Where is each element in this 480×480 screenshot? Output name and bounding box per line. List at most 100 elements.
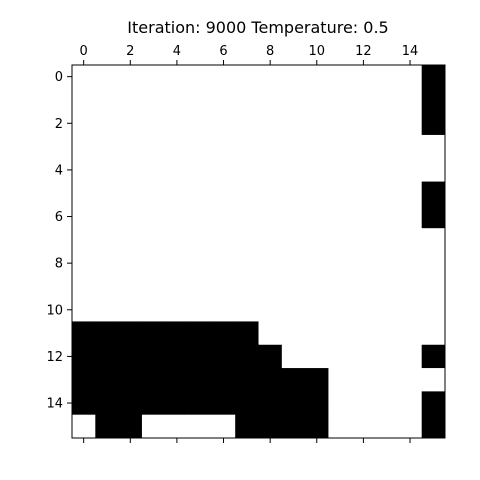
heatmap-cell-r9-c7 xyxy=(235,274,259,299)
heatmap-cell-r1-c7 xyxy=(235,88,259,113)
heatmap-cell-r8-c5 xyxy=(188,251,213,276)
heatmap-cell-r6-c15 xyxy=(421,204,446,229)
heatmap-cell-r10-c5 xyxy=(188,298,213,322)
heatmap-cell-r6-c7 xyxy=(235,204,259,229)
heatmap-cell-r5-c6 xyxy=(211,181,236,206)
heatmap-cell-r3-c4 xyxy=(165,134,189,159)
heatmap-cell-r4-c5 xyxy=(188,158,213,182)
heatmap-cell-r1-c1 xyxy=(95,88,120,113)
heatmap-cell-r6-c6 xyxy=(211,204,236,229)
heatmap-cell-r1-c4 xyxy=(165,88,189,113)
heatmap-cell-r9-c1 xyxy=(95,274,120,299)
heatmap-cell-r9-c8 xyxy=(258,274,283,299)
heatmap-cell-r7-c7 xyxy=(235,228,259,252)
heatmap-cell-r6-c5 xyxy=(188,204,213,229)
heatmap-cell-r4-c0 xyxy=(72,158,96,182)
heatmap-cell-r11-c15 xyxy=(421,321,446,346)
heatmap-cell-r0-c12 xyxy=(351,65,376,89)
heatmap-cell-r12-c9 xyxy=(281,344,306,369)
x-tick-label-8: 8 xyxy=(266,44,274,59)
heatmap-cell-r9-c3 xyxy=(141,274,166,299)
heatmap-cell-r4-c3 xyxy=(141,158,166,182)
heatmap-cell-r12-c14 xyxy=(398,344,423,369)
heatmap-cell-r7-c1 xyxy=(95,228,120,252)
heatmap-cell-r15-c5 xyxy=(188,414,213,439)
heatmap-cell-r11-c0 xyxy=(72,321,96,346)
heatmap-cell-r14-c1 xyxy=(95,391,120,416)
heatmap-cell-r12-c6 xyxy=(211,344,236,369)
heatmap-cell-r1-c11 xyxy=(328,88,353,113)
x-tick-label-12: 12 xyxy=(355,44,372,59)
heatmap-cell-r14-c2 xyxy=(118,391,143,416)
heatmap-cell-r8-c10 xyxy=(305,251,329,276)
heatmap-cell-r7-c15 xyxy=(421,228,446,252)
heatmap-cell-r6-c0 xyxy=(72,204,96,229)
heatmap-cell-r1-c12 xyxy=(351,88,376,113)
heatmap-cell-r11-c5 xyxy=(188,321,213,346)
heatmap-cell-r11-c6 xyxy=(211,321,236,346)
heatmap-cell-r14-c12 xyxy=(351,391,376,416)
heatmap-cell-r14-c14 xyxy=(398,391,423,416)
heatmap-cell-r10-c13 xyxy=(375,298,399,322)
heatmap-cell-r7-c12 xyxy=(351,228,376,252)
heatmap-cell-r5-c13 xyxy=(375,181,399,206)
heatmap-cell-r0-c13 xyxy=(375,65,399,89)
heatmap-cell-r4-c6 xyxy=(211,158,236,182)
heatmap-cell-r11-c3 xyxy=(141,321,166,346)
heatmap-cell-r15-c13 xyxy=(375,414,399,439)
heatmap-cell-r10-c15 xyxy=(421,298,446,322)
heatmap-cell-r9-c2 xyxy=(118,274,143,299)
heatmap-cell-r8-c15 xyxy=(421,251,446,276)
heatmap-cell-r3-c5 xyxy=(188,134,213,159)
heatmap-cell-r14-c5 xyxy=(188,391,213,416)
heatmap-cell-r12-c5 xyxy=(188,344,213,369)
heatmap-cell-r14-c4 xyxy=(165,391,189,416)
heatmap-cell-r1-c14 xyxy=(398,88,423,113)
heatmap-cell-r2-c5 xyxy=(188,111,213,136)
heatmap-cell-r11-c10 xyxy=(305,321,329,346)
heatmap-cell-r0-c2 xyxy=(118,65,143,89)
y-axis-ticks: 0 2 4 6 8 10 12 14 xyxy=(46,70,72,412)
heatmap-cell-r6-c1 xyxy=(95,204,120,229)
heatmap-cell-r12-c4 xyxy=(165,344,189,369)
heatmap-cell-r7-c13 xyxy=(375,228,399,252)
heatmap-cell-r13-c6 xyxy=(211,368,236,392)
x-tick-label-10: 10 xyxy=(309,44,326,59)
heatmap-cell-r13-c10 xyxy=(305,368,329,392)
y-tick-label-0: 0 xyxy=(55,70,63,85)
heatmap-cell-r13-c1 xyxy=(95,368,120,392)
heatmap-cell-r10-c12 xyxy=(351,298,376,322)
heatmap-cell-r2-c12 xyxy=(351,111,376,136)
heatmap-cell-r0-c3 xyxy=(141,65,166,89)
heatmap-cell-r12-c2 xyxy=(118,344,143,369)
heatmap-cells xyxy=(72,65,446,439)
heatmap-cell-r15-c1 xyxy=(95,414,120,439)
heatmap-cell-r4-c14 xyxy=(398,158,423,182)
heatmap-cell-r7-c14 xyxy=(398,228,423,252)
heatmap-cell-r6-c9 xyxy=(281,204,306,229)
heatmap-cell-r13-c2 xyxy=(118,368,143,392)
heatmap-cell-r13-c3 xyxy=(141,368,166,392)
heatmap-cell-r8-c3 xyxy=(141,251,166,276)
heatmap-cell-r14-c3 xyxy=(141,391,166,416)
heatmap-cell-r8-c12 xyxy=(351,251,376,276)
heatmap-cell-r9-c9 xyxy=(281,274,306,299)
heatmap-cell-r5-c10 xyxy=(305,181,329,206)
heatmap-cell-r8-c11 xyxy=(328,251,353,276)
heatmap-cell-r2-c15 xyxy=(421,111,446,136)
heatmap-cell-r14-c0 xyxy=(72,391,96,416)
heatmap-cell-r12-c11 xyxy=(328,344,353,369)
heatmap-cell-r9-c13 xyxy=(375,274,399,299)
heatmap-cell-r8-c6 xyxy=(211,251,236,276)
heatmap-cell-r9-c5 xyxy=(188,274,213,299)
heatmap-cell-r5-c7 xyxy=(235,181,259,206)
heatmap-cell-r2-c1 xyxy=(95,111,120,136)
heatmap-cell-r4-c11 xyxy=(328,158,353,182)
heatmap-cell-r12-c10 xyxy=(305,344,329,369)
heatmap-cell-r3-c0 xyxy=(72,134,96,159)
heatmap-cell-r6-c12 xyxy=(351,204,376,229)
x-tick-label-6: 6 xyxy=(219,44,227,59)
heatmap-cell-r5-c8 xyxy=(258,181,283,206)
heatmap-cell-r10-c2 xyxy=(118,298,143,322)
